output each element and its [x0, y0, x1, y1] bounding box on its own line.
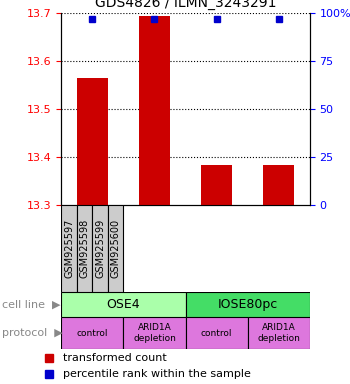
Text: GSM925598: GSM925598	[79, 219, 90, 278]
Bar	[186, 317, 248, 349]
Bar	[123, 317, 186, 349]
Text: protocol  ▶: protocol ▶	[2, 328, 63, 338]
Text: control: control	[77, 329, 108, 338]
Bar	[61, 292, 186, 317]
Text: GSM925599: GSM925599	[95, 219, 105, 278]
Text: percentile rank within the sample: percentile rank within the sample	[63, 369, 251, 379]
Text: ARID1A
depletion: ARID1A depletion	[133, 323, 176, 343]
Text: transformed count: transformed count	[63, 353, 167, 362]
Text: control: control	[201, 329, 232, 338]
Bar	[263, 165, 294, 205]
Text: ARID1A
depletion: ARID1A depletion	[257, 323, 300, 343]
Text: IOSE80pc: IOSE80pc	[217, 298, 278, 311]
Text: GSM925600: GSM925600	[111, 219, 121, 278]
Bar	[61, 205, 77, 292]
Text: GSM925597: GSM925597	[64, 219, 74, 278]
Text: cell line  ▶: cell line ▶	[2, 299, 60, 310]
Bar	[108, 205, 123, 292]
Bar	[77, 205, 92, 292]
Bar	[77, 78, 108, 205]
Bar	[201, 165, 232, 205]
Bar	[92, 205, 108, 292]
Bar	[248, 317, 310, 349]
Title: GDS4826 / ILMN_3243291: GDS4826 / ILMN_3243291	[95, 0, 276, 10]
Bar	[186, 292, 310, 317]
Bar	[139, 16, 170, 205]
Text: OSE4: OSE4	[106, 298, 140, 311]
Bar	[61, 317, 123, 349]
